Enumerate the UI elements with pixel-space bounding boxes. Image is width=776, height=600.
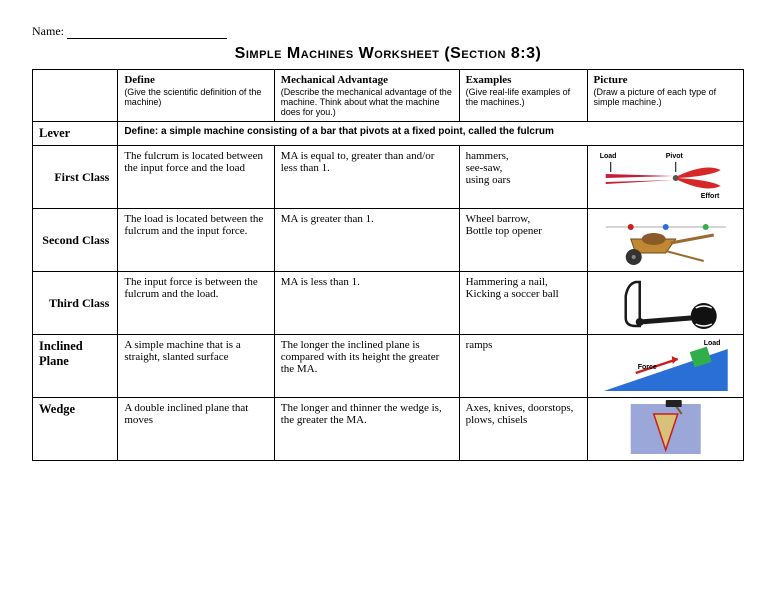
scissors-pivot-label: Pivot xyxy=(665,153,683,160)
header-examples-title: Examples xyxy=(466,74,512,86)
wedge-define: A double inclined plane that moves xyxy=(118,398,274,461)
worksheet-title: Simple Machines Worksheet (Section 8:3) xyxy=(32,45,744,63)
scissors-icon: Load Pivot Effort xyxy=(590,148,741,206)
header-ma: Mechanical Advantage (Describe the mecha… xyxy=(274,70,459,122)
third-class-row: Third Class The input force is between t… xyxy=(33,272,744,335)
header-picture-title: Picture xyxy=(594,74,628,86)
lever-heading-row: Lever Define: a simple machine consistin… xyxy=(33,122,744,146)
header-examples: Examples (Give real-life examples of the… xyxy=(459,70,587,122)
second-class-define: The load is located between the fulcrum … xyxy=(118,209,274,272)
wedge-row: Wedge A double inclined plane that moves… xyxy=(33,398,744,461)
second-class-row: Second Class The load is located between… xyxy=(33,209,744,272)
wedge-picture xyxy=(587,398,743,461)
third-class-picture xyxy=(587,272,743,335)
lever-definition: Define: a simple machine consisting of a… xyxy=(118,122,744,146)
second-class-examples: Wheel barrow, Bottle top opener xyxy=(459,209,587,272)
inclined-plane-row: Inclined Plane A simple machine that is … xyxy=(33,335,744,398)
first-class-row: First Class The fulcrum is located betwe… xyxy=(33,146,744,209)
header-ma-sub: (Describe the mechanical advantage of th… xyxy=(281,87,453,117)
ramp-load-label: Load xyxy=(703,340,720,347)
wedge-label: Wedge xyxy=(33,398,118,461)
first-class-picture: Load Pivot Effort xyxy=(587,146,743,209)
header-ma-title: Mechanical Advantage xyxy=(281,74,388,86)
header-examples-sub: (Give real-life examples of the machines… xyxy=(466,87,581,107)
scissors-load-label: Load xyxy=(599,153,616,160)
header-picture-sub: (Draw a picture of each type of simple m… xyxy=(594,87,737,107)
wedge-ma: The longer and thinner the wedge is, the… xyxy=(274,398,459,461)
arm-icon xyxy=(590,274,741,332)
wheelbarrow-icon xyxy=(590,211,741,269)
header-picture: Picture (Draw a picture of each type of … xyxy=(587,70,743,122)
inclined-define: A simple machine that is a straight, sla… xyxy=(118,335,274,398)
lever-label: Lever xyxy=(33,122,118,146)
first-class-label: First Class xyxy=(33,146,118,209)
third-class-label: Third Class xyxy=(33,272,118,335)
first-class-define: The fulcrum is located between the input… xyxy=(118,146,274,209)
scissors-effort-label: Effort xyxy=(700,193,719,200)
first-class-ma: MA is equal to, greater than and/or less… xyxy=(274,146,459,209)
third-class-ma: MA is less than 1. xyxy=(274,272,459,335)
wedge-icon xyxy=(590,400,741,458)
inclined-ma: The longer the inclined plane is compare… xyxy=(274,335,459,398)
wedge-examples: Axes, knives, doorstops, plows, chisels xyxy=(459,398,587,461)
inclined-picture: Load Force xyxy=(587,335,743,398)
header-define: Define (Give the scientific definition o… xyxy=(118,70,274,122)
third-class-examples: Hammering a nail, Kicking a soccer ball xyxy=(459,272,587,335)
inclined-label: Inclined Plane xyxy=(33,335,118,398)
ramp-force-label: Force xyxy=(637,364,656,371)
first-class-examples: hammers, see-saw, using oars xyxy=(459,146,587,209)
name-label: Name: xyxy=(32,24,64,38)
header-row: Define (Give the scientific definition o… xyxy=(33,70,744,122)
header-define-title: Define xyxy=(124,74,155,86)
second-class-picture xyxy=(587,209,743,272)
third-class-define: The input force is between the fulcrum a… xyxy=(118,272,274,335)
worksheet-table: Define (Give the scientific definition o… xyxy=(32,69,744,461)
name-field: Name: xyxy=(32,24,744,39)
inclined-examples: ramps xyxy=(459,335,587,398)
header-define-sub: (Give the scientific definition of the m… xyxy=(124,87,267,107)
header-blank xyxy=(33,70,118,122)
second-class-ma: MA is greater than 1. xyxy=(274,209,459,272)
ramp-icon: Load Force xyxy=(590,337,741,395)
second-class-label: Second Class xyxy=(33,209,118,272)
name-blank-line[interactable] xyxy=(67,27,227,39)
